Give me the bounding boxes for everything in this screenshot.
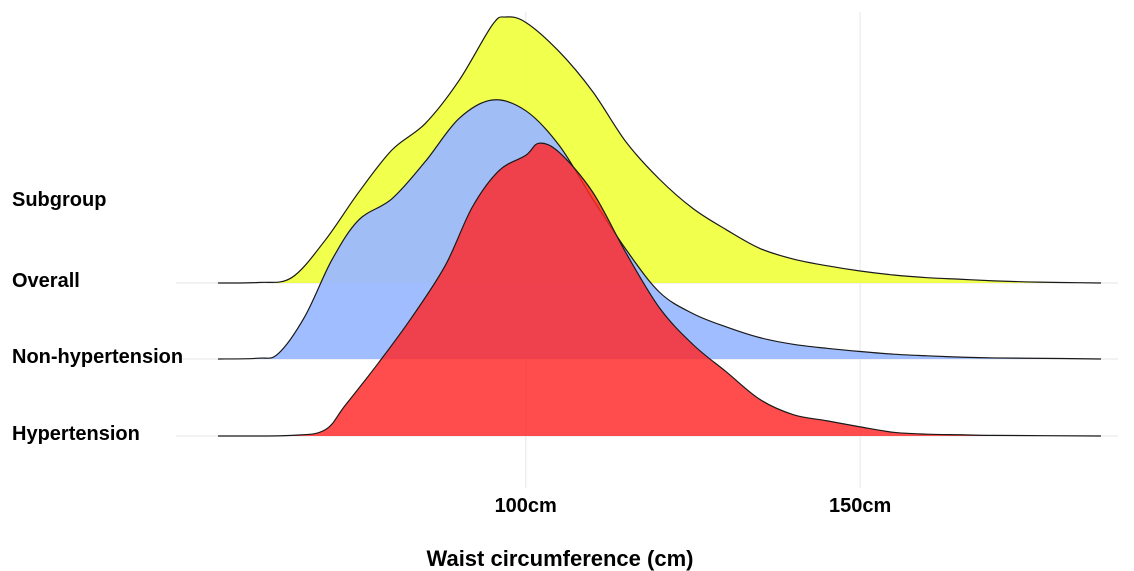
y-label-overall: Overall	[12, 270, 80, 292]
x-tick-label-150: 150cm	[829, 495, 891, 517]
y-label-hypertension: Hypertension	[12, 423, 140, 445]
density-outline-non-hypertension	[217, 99, 1102, 360]
density-outline-hypertension	[217, 142, 1102, 437]
y-label-non-hypertension: Non-hypertension	[12, 346, 183, 368]
density-outline-overall	[217, 16, 1102, 284]
x-axis-title: Waist circumference (cm)	[427, 546, 694, 571]
density-layers	[217, 16, 1102, 437]
x-tick-label-100: 100cm	[495, 495, 557, 517]
density-area-hypertension	[218, 143, 1101, 437]
y-labels: Subgroup Overall Non-hypertension Hypert…	[12, 189, 183, 445]
x-ticks: 100cm 150cm	[495, 495, 892, 517]
row-header: Subgroup	[12, 189, 106, 211]
density-series-hypertension	[217, 142, 1102, 437]
